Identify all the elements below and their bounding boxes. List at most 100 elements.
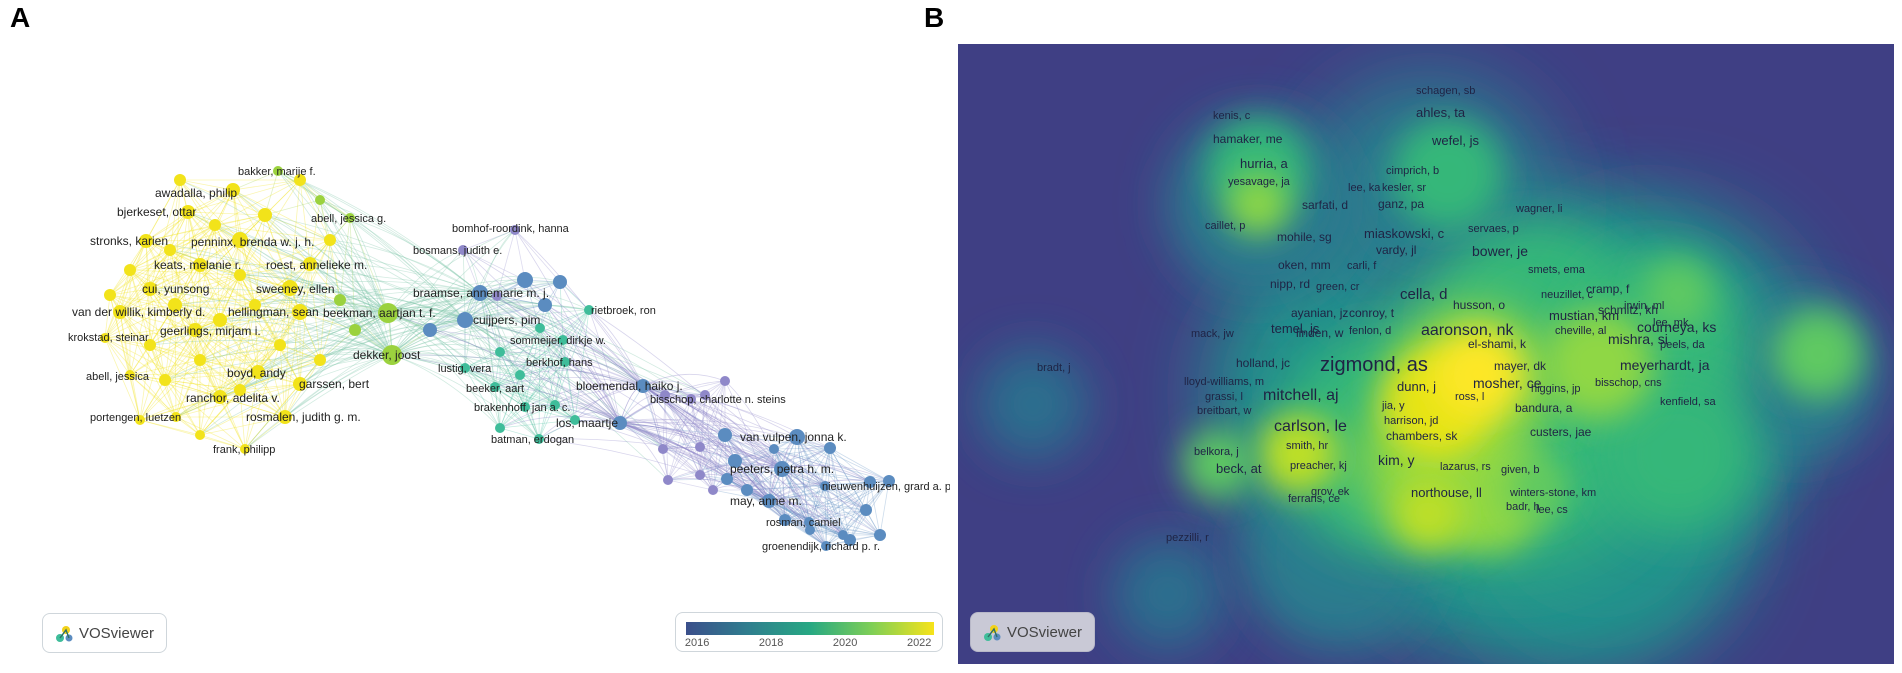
network-node[interactable] (584, 305, 594, 315)
network-node[interactable] (558, 335, 568, 345)
network-node[interactable] (805, 525, 815, 535)
network-node[interactable] (349, 324, 361, 336)
network-node[interactable] (534, 434, 544, 444)
network-node[interactable] (168, 298, 182, 312)
network-node[interactable] (515, 370, 525, 380)
network-node[interactable] (538, 298, 552, 312)
network-node[interactable] (274, 339, 286, 351)
network-node[interactable] (510, 225, 520, 235)
network-node[interactable] (171, 412, 181, 422)
network-node[interactable] (294, 174, 306, 186)
network-node[interactable] (883, 475, 895, 487)
network-node[interactable] (804, 517, 814, 527)
network-node[interactable] (345, 213, 355, 223)
network-node[interactable] (209, 219, 221, 231)
network-node[interactable] (174, 174, 186, 186)
network-node[interactable] (282, 280, 298, 296)
network-node[interactable] (517, 272, 533, 288)
network-node[interactable] (779, 514, 791, 526)
network-node[interactable] (240, 444, 250, 454)
network-node[interactable] (334, 294, 346, 306)
network-node[interactable] (874, 529, 886, 541)
network-node[interactable] (636, 379, 650, 393)
network-node[interactable] (821, 541, 831, 551)
network-node[interactable] (292, 304, 308, 320)
network-node[interactable] (278, 410, 292, 424)
density-map[interactable]: schagen, sb ahles, ta kenis, c hamaker, me w… (958, 44, 1894, 664)
network-node[interactable] (560, 357, 570, 367)
network-node[interactable] (520, 402, 530, 412)
network-node[interactable] (273, 166, 283, 176)
network-node[interactable] (460, 363, 470, 373)
network-node[interactable] (553, 275, 567, 289)
network-node[interactable] (660, 390, 670, 400)
network-graph[interactable]: bakker, marije f.awadalla, philip bjerkes… (0, 0, 950, 673)
network-node[interactable] (234, 269, 246, 281)
network-node[interactable] (423, 323, 437, 337)
network-node[interactable] (570, 415, 580, 425)
network-node[interactable] (181, 205, 195, 219)
network-node[interactable] (213, 390, 227, 404)
network-node[interactable] (495, 347, 505, 357)
network-node[interactable] (720, 376, 730, 386)
network-node[interactable] (769, 444, 779, 454)
network-node[interactable] (824, 442, 836, 454)
network-node[interactable] (188, 323, 202, 337)
network-node[interactable] (249, 299, 261, 311)
network-node[interactable] (490, 382, 500, 392)
network-node[interactable] (550, 400, 560, 410)
network-node[interactable] (213, 313, 227, 327)
network-node[interactable] (663, 475, 673, 485)
network-node[interactable] (324, 234, 336, 246)
network-node[interactable] (144, 339, 156, 351)
network-node[interactable] (820, 481, 830, 491)
network-node[interactable] (135, 415, 145, 425)
network-node[interactable] (658, 444, 668, 454)
density-panel[interactable]: schagen, sb ahles, ta kenis, c hamaker, me w… (958, 44, 1894, 664)
network-node[interactable] (194, 354, 206, 366)
network-node[interactable] (700, 390, 710, 400)
network-node[interactable] (762, 494, 776, 508)
network-node[interactable] (382, 345, 402, 365)
network-node[interactable] (193, 258, 207, 272)
network-node[interactable] (303, 257, 317, 271)
network-node[interactable] (708, 485, 718, 495)
network-node[interactable] (234, 384, 246, 396)
network-node[interactable] (139, 234, 153, 248)
network-node[interactable] (613, 416, 627, 430)
network-panel[interactable]: bakker, marije f. awadalla, philip bjerkes… (0, 0, 950, 673)
network-node[interactable] (104, 289, 116, 301)
network-node[interactable] (226, 183, 240, 197)
network-node[interactable] (458, 245, 468, 255)
network-node[interactable] (124, 264, 136, 276)
network-node[interactable] (774, 461, 790, 477)
network-node[interactable] (728, 454, 742, 468)
network-node[interactable] (721, 473, 733, 485)
network-node[interactable] (718, 428, 732, 442)
network-node[interactable] (860, 504, 872, 516)
network-node[interactable] (495, 423, 505, 433)
network-node[interactable] (457, 312, 473, 328)
network-node[interactable] (143, 282, 157, 296)
network-node[interactable] (378, 303, 398, 323)
network-node[interactable] (195, 430, 205, 440)
network-node[interactable] (741, 484, 753, 496)
network-node[interactable] (159, 374, 171, 386)
network-node[interactable] (864, 476, 876, 488)
network-node[interactable] (100, 333, 110, 343)
network-node[interactable] (251, 365, 265, 379)
network-node[interactable] (535, 323, 545, 333)
network-node[interactable] (472, 285, 488, 301)
network-node[interactable] (314, 354, 326, 366)
network-node[interactable] (164, 244, 176, 256)
network-node[interactable] (293, 377, 307, 391)
network-node[interactable] (125, 370, 135, 380)
network-node[interactable] (789, 429, 805, 445)
network-node[interactable] (838, 530, 848, 540)
network-node[interactable] (695, 470, 705, 480)
network-node[interactable] (695, 442, 705, 452)
network-node[interactable] (492, 291, 502, 301)
network-node[interactable] (258, 208, 272, 222)
network-node[interactable] (315, 195, 325, 205)
network-node[interactable] (113, 305, 127, 319)
